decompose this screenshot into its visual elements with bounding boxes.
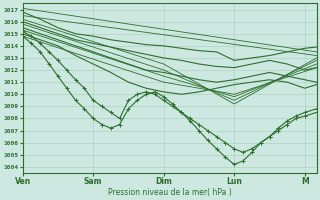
X-axis label: Pression niveau de la mer( hPa ): Pression niveau de la mer( hPa ) bbox=[108, 188, 231, 197]
